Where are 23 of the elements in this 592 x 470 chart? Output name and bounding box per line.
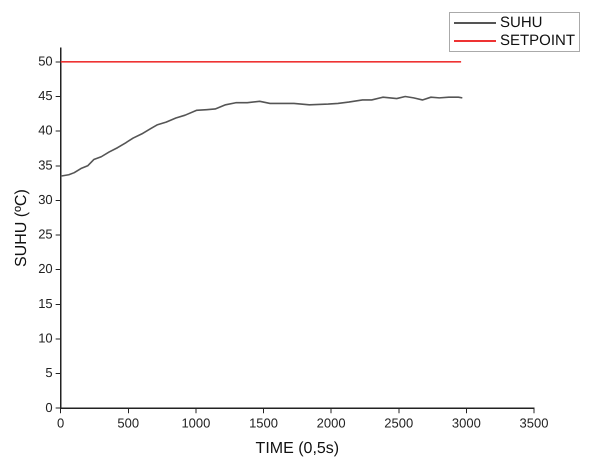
x-axis-title: TIME (0,5s) <box>256 440 340 457</box>
y-tick-label: 15 <box>38 296 53 311</box>
x-tick-label: 3500 <box>520 416 548 431</box>
x-tick-label: 0 <box>57 416 64 431</box>
y-tick-label: 35 <box>38 157 53 172</box>
y-tick-label: 0 <box>45 400 53 415</box>
x-tick-label: 3000 <box>452 416 481 431</box>
y-tick-label: 5 <box>45 365 53 380</box>
x-tick-label: 1500 <box>249 416 278 431</box>
y-tick-label: 30 <box>38 192 53 207</box>
x-tick-label: 1000 <box>181 416 210 431</box>
x-tick-label: 2000 <box>316 416 346 431</box>
y-axis-title: SUHU (ºC) <box>13 189 30 268</box>
y-tick-label: 45 <box>38 88 53 104</box>
legend-label: SUHU <box>500 14 542 32</box>
x-tick-label: 500 <box>117 416 140 431</box>
y-tick-label: 20 <box>38 261 53 276</box>
y-tick-label: 40 <box>38 122 53 138</box>
legend-label: SETPOINT <box>500 32 575 50</box>
y-tick-label: 10 <box>38 330 53 346</box>
x-tick-label: 2500 <box>384 416 414 431</box>
y-tick-label: 25 <box>38 226 53 242</box>
y-tick-label: 50 <box>38 53 53 68</box>
